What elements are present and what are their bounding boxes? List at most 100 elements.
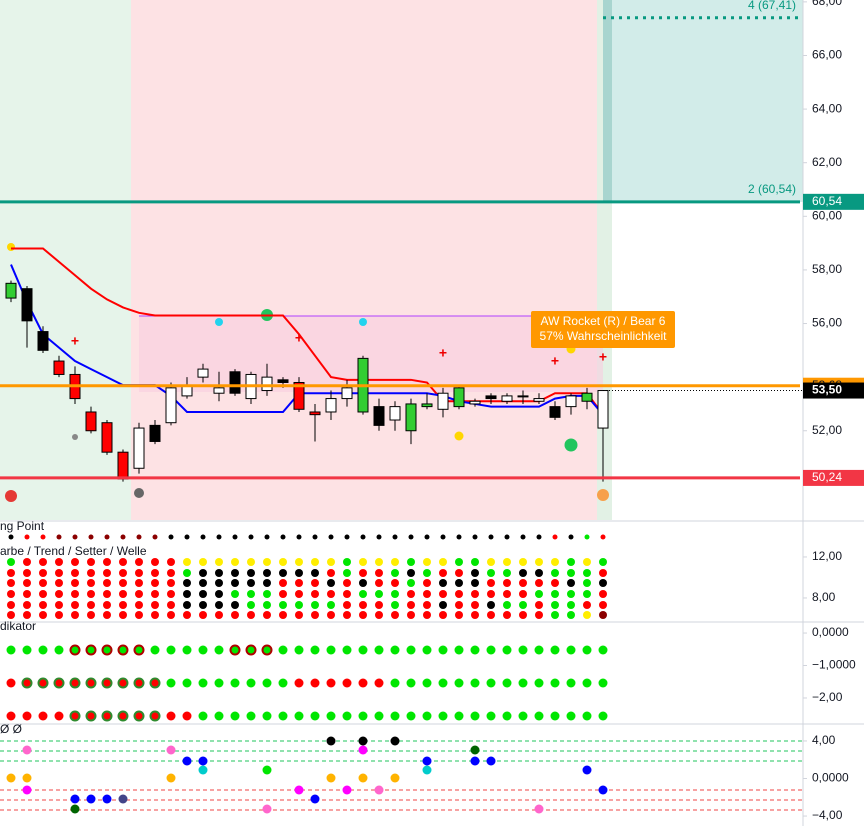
state-dot [359,601,367,609]
state-dot [88,534,94,540]
state-dot [262,711,272,721]
state-dot [519,569,527,577]
state-dot [519,611,527,619]
signal-dot [326,773,336,783]
state-dot [423,601,431,609]
price-badge [803,382,864,399]
state-dot [135,590,143,598]
state-dot [6,645,16,655]
state-dot [294,678,304,688]
state-dot [455,579,463,587]
candle-body [309,411,321,416]
state-dot [600,534,606,540]
state-dot [55,558,63,566]
signal-dot [294,785,304,795]
state-dot [71,558,79,566]
state-dot [54,645,64,655]
state-dot [117,710,129,722]
signal-dot [390,736,400,746]
state-dot [518,645,528,655]
state-dot [151,590,159,598]
state-dot [583,579,591,587]
state-dot [152,534,158,540]
state-dot [278,645,288,655]
state-dot [455,558,463,566]
state-dot [232,534,238,540]
state-dot [119,590,127,598]
state-dot [71,579,79,587]
state-dot [263,611,271,619]
state-dot [310,711,320,721]
candle-body [485,395,497,400]
state-dot [567,558,575,566]
state-dot [599,569,607,577]
candle-body [197,368,209,378]
state-dot [438,678,448,688]
state-dot [38,711,48,721]
state-dot [296,534,302,540]
plus-marker: + [439,345,447,361]
state-dot [87,590,95,598]
state-dot [215,611,223,619]
state-dot [247,601,255,609]
y-tick-label: 12,00 [812,549,842,563]
state-dot [87,579,95,587]
candle-body [149,424,161,442]
candle-body [5,282,17,299]
state-dot [119,601,127,609]
state-dot [534,678,544,688]
state-dot [471,579,479,587]
state-dot [101,677,113,689]
state-dot [486,678,496,688]
state-dot [151,601,159,609]
state-dot [488,534,494,540]
state-dot [87,569,95,577]
state-dot [38,645,48,655]
state-dot [7,569,15,577]
state-dot [471,590,479,598]
state-dot [167,579,175,587]
signal-dot [598,785,608,795]
marker [564,438,578,452]
state-dot [375,558,383,566]
signal-dot [390,773,400,783]
candle-body [341,387,353,400]
state-dot [6,678,16,688]
state-dot [167,590,175,598]
zone-target [603,0,612,202]
state-dot [391,579,399,587]
state-dot [182,678,192,688]
state-dot [407,569,415,577]
state-dot [85,644,97,656]
annotation-text: 57% Wahrscheinlichkeit [540,329,668,343]
state-dot [407,590,415,598]
pane-label: ng Point [0,519,45,533]
state-dot [199,601,207,609]
marker [7,243,15,251]
candle-body [421,403,433,408]
state-dot [231,601,239,609]
candle-body [261,376,273,392]
state-dot [582,678,592,688]
state-dot [183,601,191,609]
state-dot [407,558,415,566]
state-dot [230,678,240,688]
price-badge-label: 60,54 [812,194,842,208]
candle-body [277,379,289,383]
state-dot [407,579,415,587]
marker [72,434,78,440]
state-dot [311,590,319,598]
state-dot [550,678,560,688]
state-dot [167,569,175,577]
state-dot [247,590,255,598]
state-dot [518,711,528,721]
state-dot [101,710,113,722]
state-dot [182,645,192,655]
state-dot [327,590,335,598]
state-dot [39,579,47,587]
state-dot [454,711,464,721]
state-dot [295,579,303,587]
signal-dot [310,794,320,804]
state-dot [551,601,559,609]
